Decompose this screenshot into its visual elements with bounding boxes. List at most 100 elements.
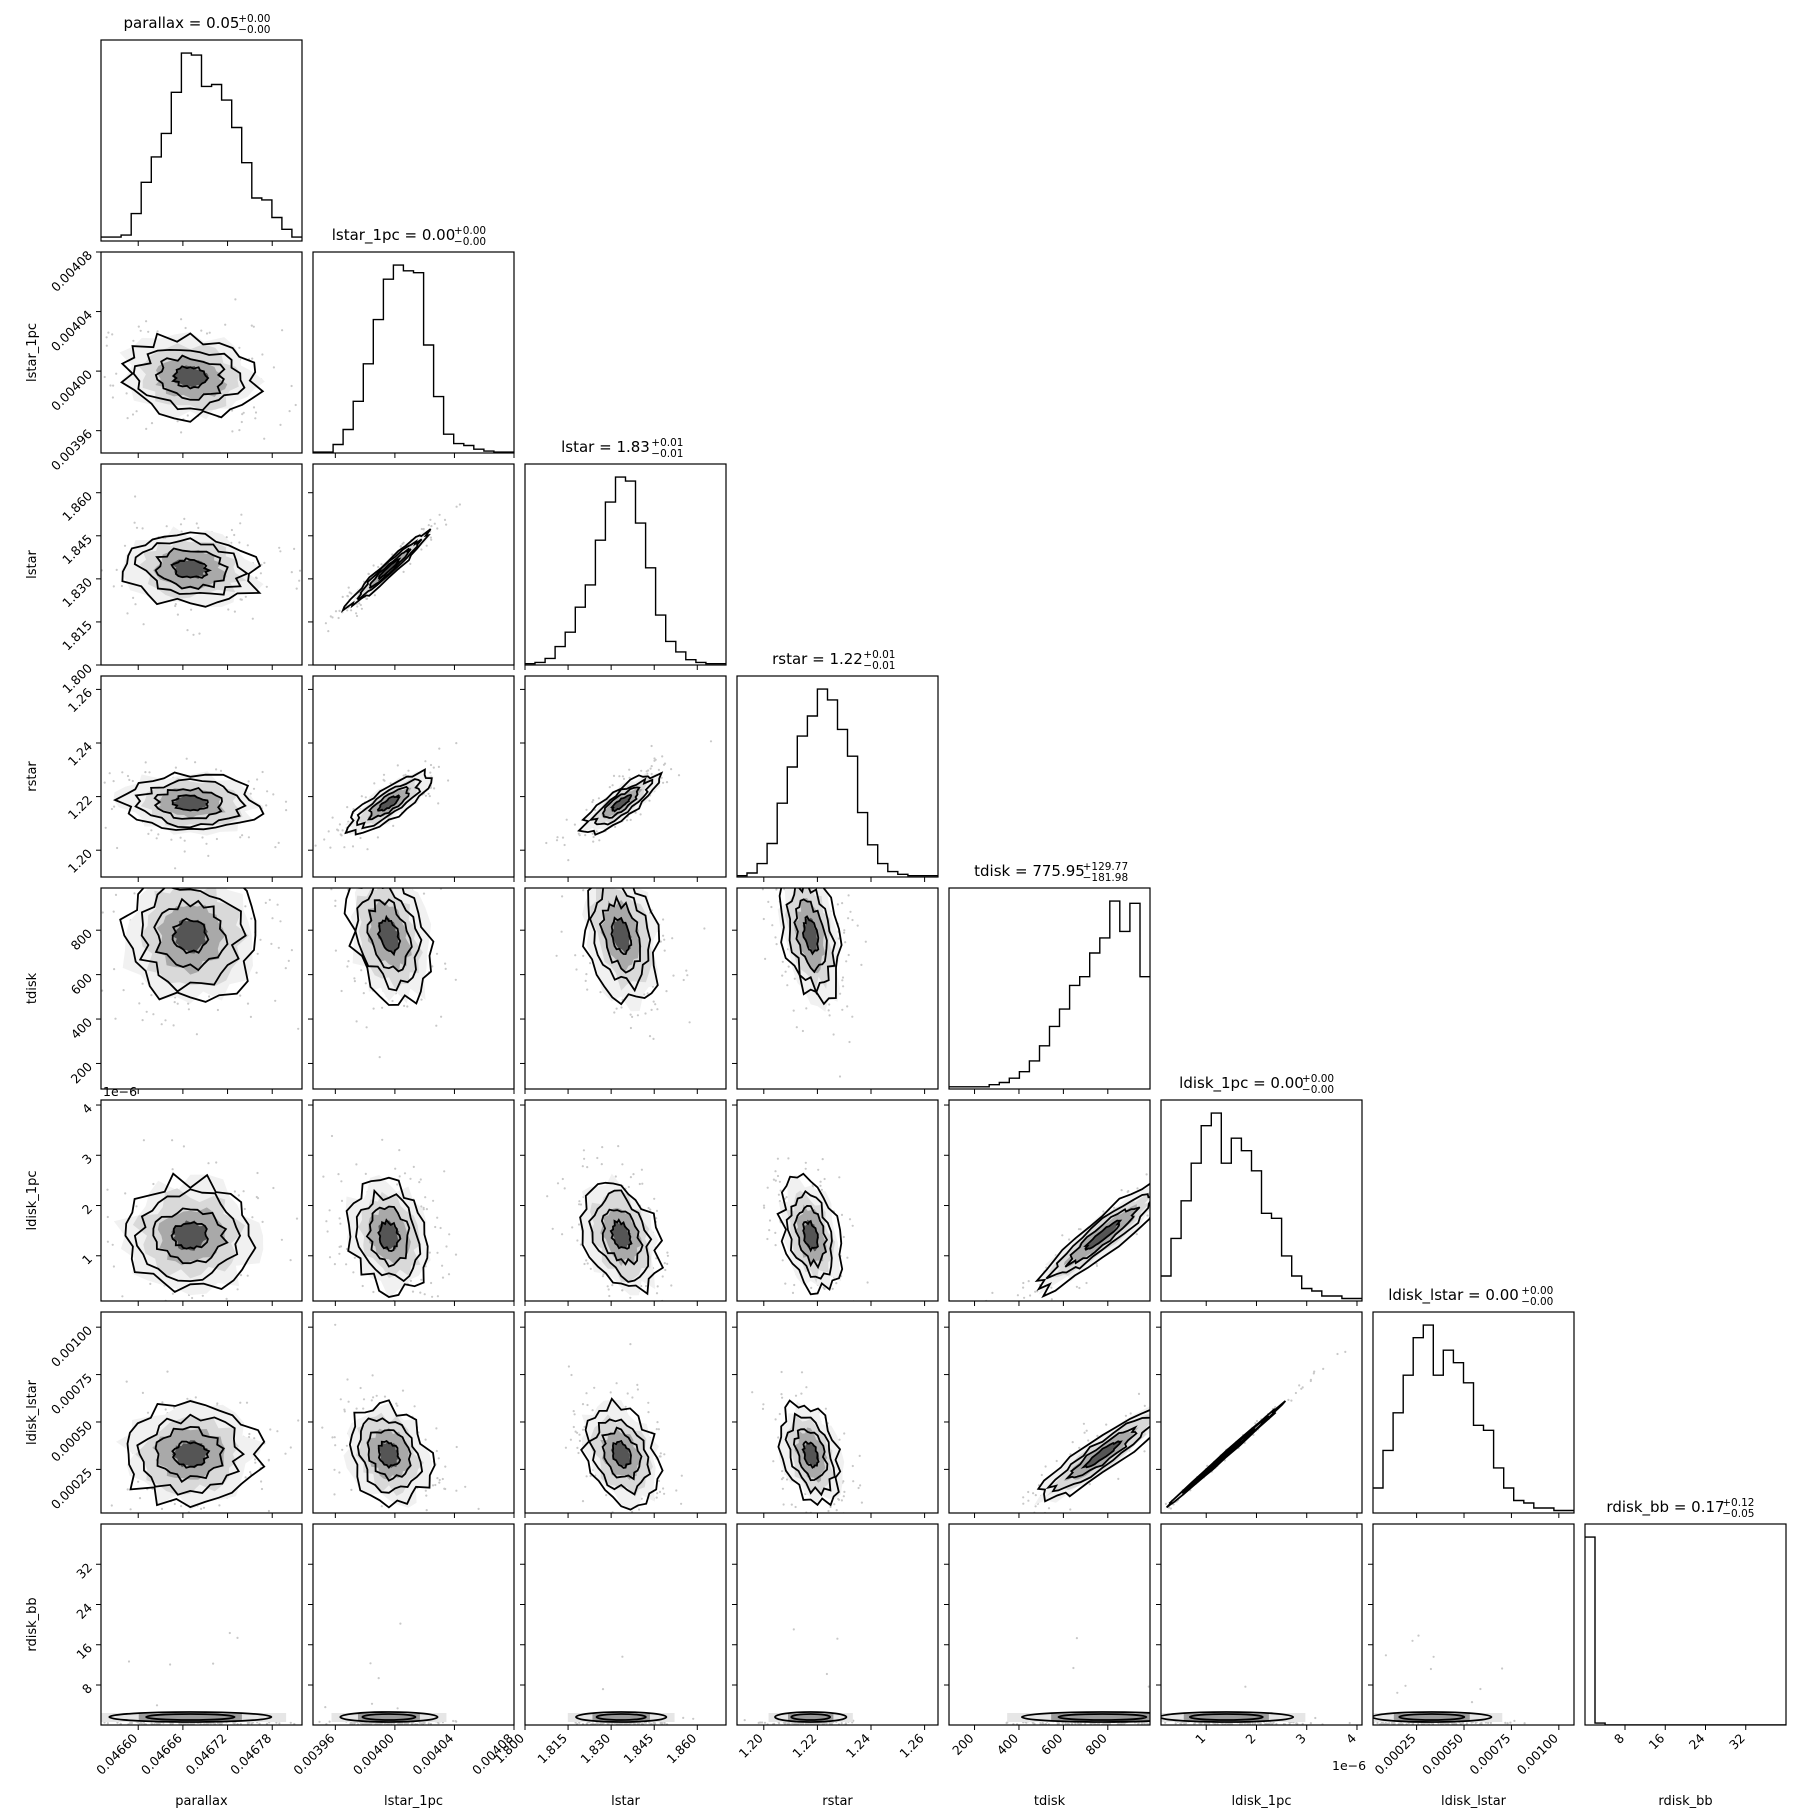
- scatter-point: [339, 833, 342, 836]
- title-plus-lstar: +0.01: [651, 437, 683, 449]
- scatter-point: [591, 1409, 594, 1412]
- scatter-point: [574, 954, 577, 957]
- scatter-point: [628, 776, 631, 779]
- scatter-point: [155, 1704, 159, 1707]
- scatter-point: [655, 1209, 659, 1212]
- scatter-point: [272, 366, 275, 369]
- scatter-point: [126, 1488, 129, 1491]
- scatter-point: [173, 1001, 176, 1004]
- scatter-point: [424, 1196, 427, 1199]
- scatter-point: [372, 564, 375, 567]
- scatter-point: [661, 755, 664, 758]
- scatter-point: [578, 1203, 581, 1206]
- contour-line: [1045, 1416, 1150, 1493]
- scatter-point: [430, 538, 433, 541]
- scatter-point: [150, 829, 153, 832]
- scatter-point: [1168, 1180, 1170, 1182]
- scatter-point: [172, 1024, 175, 1027]
- scatter-point: [624, 1405, 627, 1408]
- scatter-point: [258, 1722, 261, 1725]
- scatter-point: [399, 881, 401, 883]
- scatter-point: [458, 503, 461, 506]
- scatter-point: [337, 616, 340, 620]
- contour-line: [793, 898, 828, 974]
- scatter-point: [155, 837, 158, 840]
- contour-line: [610, 916, 633, 956]
- scatter-point: [186, 629, 189, 632]
- scatter-point: [141, 527, 144, 530]
- scatter-point: [85, 1440, 87, 1442]
- scatter-point: [448, 1233, 451, 1236]
- scatter-point: [774, 1170, 777, 1173]
- scatter-point: [851, 1224, 854, 1227]
- scatter-point: [784, 1282, 787, 1285]
- scatter-point: [820, 1323, 822, 1325]
- scatter-point: [845, 960, 848, 963]
- scatter-point: [126, 417, 129, 420]
- scatter-point: [436, 1295, 439, 1298]
- contour-line: [339, 1711, 439, 1723]
- scatter-point: [420, 527, 423, 531]
- scatter-point: [1181, 1173, 1183, 1175]
- scatter-point: [780, 1393, 783, 1396]
- scatter-point: [372, 1290, 375, 1294]
- scatter-point: [252, 406, 256, 409]
- scatter-point: [73, 344, 75, 346]
- scatter-point: [650, 772, 653, 776]
- scatter-point: [621, 775, 625, 778]
- scatter-point: [382, 1549, 384, 1551]
- scatter-point: [279, 550, 282, 553]
- scatter-point: [239, 522, 242, 525]
- contour-line: [377, 557, 402, 582]
- contour-line: [108, 1711, 273, 1723]
- histogram-ldisk_lstar: [1373, 1324, 1574, 1512]
- scatter-point: [156, 330, 159, 333]
- scatter-point: [68, 1722, 70, 1724]
- scatter-point: [112, 910, 115, 913]
- scatter-point: [424, 1438, 427, 1441]
- scatter-point: [597, 797, 601, 800]
- scatter-point: [444, 1465, 447, 1468]
- scatter-point: [356, 605, 359, 608]
- scatter-point: [171, 1722, 174, 1725]
- scatter-point: [579, 1243, 583, 1246]
- scatter-point: [663, 1492, 666, 1495]
- scatter-point: [141, 1019, 144, 1022]
- scatter-point: [334, 1444, 337, 1447]
- contour-line: [145, 1713, 236, 1721]
- scatter-point: [688, 1021, 691, 1024]
- scatter-point: [78, 1195, 80, 1197]
- scatter-point: [1165, 1187, 1167, 1189]
- scatter-point: [269, 1428, 272, 1431]
- scatter-point: [654, 758, 657, 761]
- scatter-point: [372, 1007, 375, 1010]
- scatter-point: [141, 982, 144, 985]
- scatter-point: [1034, 1494, 1037, 1497]
- scatter-point: [116, 846, 119, 850]
- scatter-point: [585, 973, 588, 976]
- histogram-rstar: [737, 688, 938, 877]
- scatter-point: [1022, 1502, 1025, 1505]
- scatter-point: [591, 800, 594, 804]
- scatter-point: [155, 828, 157, 830]
- scatter-point: [239, 1274, 243, 1277]
- scatter-point: [314, 844, 317, 847]
- scatter-point: [437, 1457, 440, 1460]
- scatter-point: [1069, 1508, 1072, 1511]
- scatter-point: [396, 764, 399, 767]
- scatter-point: [420, 1205, 423, 1208]
- scatter-point: [1180, 1178, 1182, 1180]
- contour-line: [340, 528, 432, 613]
- contour-line: [170, 1221, 209, 1250]
- scatter-point: [247, 780, 250, 783]
- scatter-point: [1313, 1370, 1316, 1373]
- scatter-point: [1137, 1392, 1141, 1395]
- scatter-point: [330, 1134, 334, 1138]
- scatter-point: [763, 1721, 767, 1724]
- scatter-point: [629, 1013, 632, 1016]
- scatter-point: [200, 329, 203, 332]
- scatter-point: [782, 879, 784, 881]
- scatter-point: [1173, 1411, 1175, 1413]
- scatter-point: [350, 609, 353, 612]
